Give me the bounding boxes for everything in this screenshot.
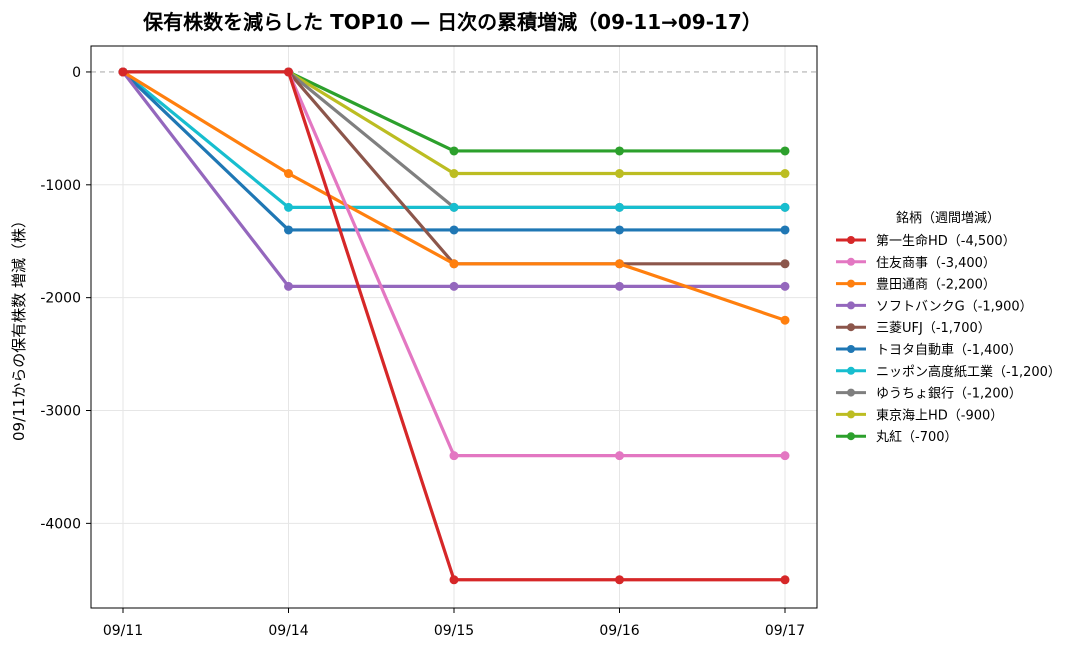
y-tick-label: -1000 — [40, 178, 81, 194]
data-point — [615, 259, 624, 269]
data-point — [780, 315, 790, 325]
data-point — [118, 67, 128, 77]
data-point — [449, 451, 459, 461]
legend: 銘柄（週間増減） 第一生命HD（-4,500） 住友商事（-3,400） 豊田通商（… — [836, 210, 1061, 445]
x-tick-label: 09/15 — [434, 623, 474, 639]
y-tick-label: -4000 — [40, 516, 81, 532]
legend-label: ソフトバンクG（-1,900） — [876, 299, 1033, 314]
legend-item: 住友商事（-3,400） — [836, 255, 996, 271]
legend-marker — [847, 236, 855, 244]
legend-marker — [847, 432, 855, 441]
legend-label: ゆうちょ銀行（-1,200） — [876, 387, 1022, 402]
legend-marker — [847, 345, 855, 353]
data-point — [449, 281, 459, 291]
data-point — [449, 575, 459, 585]
data-point — [615, 225, 624, 235]
series-group — [118, 67, 790, 212]
data-point — [780, 169, 790, 179]
legend-label: 豊田通商（-2,200） — [876, 278, 996, 293]
data-point — [284, 281, 293, 291]
legend-marker — [847, 279, 855, 288]
data-point — [780, 146, 790, 156]
x-tick-label: 09/16 — [599, 623, 639, 639]
data-point — [615, 202, 624, 212]
data-point — [780, 575, 790, 585]
legend-item: ニッポン高度紙工業（-1,200） — [836, 364, 1061, 380]
data-point — [284, 202, 293, 212]
legend-item: 東京海上HD（-900） — [836, 407, 1003, 423]
data-point — [780, 281, 790, 291]
legend-marker — [847, 366, 855, 375]
legend-label: ニッポン高度紙工業（-1,200） — [876, 364, 1061, 380]
y-axis-label: 09/11からの保有株数 増減（株） — [10, 213, 28, 441]
legend-label: トヨタ自動車（-1,400） — [876, 343, 1022, 358]
legend-label: 住友商事（-3,400） — [876, 255, 996, 271]
y-tick-label: -3000 — [40, 404, 81, 420]
data-point — [449, 202, 459, 212]
legend-title: 銘柄（週間増減） — [896, 210, 1000, 226]
data-point — [284, 169, 293, 179]
chart-title: 保有株数を減らした TOP10 — 日次の累積増減（09-11→09-17） — [143, 10, 762, 34]
data-point — [449, 259, 459, 269]
legend-label: 丸紅（-700） — [876, 430, 958, 445]
data-point — [780, 259, 790, 269]
data-point — [449, 146, 459, 156]
data-point — [780, 225, 790, 235]
legend-item: ソフトバンクG（-1,900） — [836, 299, 1033, 314]
legend-item: トヨタ自動車（-1,400） — [836, 343, 1022, 358]
legend-marker — [847, 410, 855, 419]
legend-marker — [847, 257, 855, 266]
legend-marker — [847, 323, 855, 332]
data-point — [780, 451, 790, 461]
legend-item: 丸紅（-700） — [836, 430, 958, 445]
data-point — [615, 146, 624, 156]
data-point — [615, 451, 624, 461]
legend-label: 三菱UFJ（-1,700） — [876, 321, 991, 336]
data-point — [449, 169, 459, 179]
series-group — [118, 67, 790, 585]
series-lines — [118, 67, 790, 585]
x-tick-label: 09/17 — [765, 623, 805, 639]
legend-item: 第一生命HD（-4,500） — [836, 233, 1016, 249]
y-tick-label: -2000 — [40, 291, 81, 307]
legend-label: 第一生命HD（-4,500） — [876, 233, 1016, 249]
legend-item: 豊田通商（-2,200） — [836, 278, 996, 293]
x-tick-label: 09/14 — [268, 623, 308, 639]
data-point — [615, 281, 624, 291]
data-point — [449, 225, 459, 235]
y-tick-label: 0 — [72, 65, 81, 81]
legend-item: ゆうちょ銀行（-1,200） — [836, 387, 1022, 402]
data-point — [284, 225, 293, 235]
axes: 09/11 09/14 09/15 09/16 09/17 0 -1000 -2000 -300… — [40, 65, 805, 639]
legend-marker — [847, 388, 855, 397]
legend-label: 東京海上HD（-900） — [876, 407, 1003, 423]
grid-lines — [91, 46, 817, 608]
data-point — [284, 67, 293, 77]
legend-marker — [847, 301, 855, 310]
series-group — [118, 67, 790, 325]
legend-item: 三菱UFJ（-1,700） — [836, 321, 991, 336]
data-point — [615, 169, 624, 179]
data-point — [615, 575, 624, 585]
data-point — [780, 202, 790, 212]
x-tick-label: 09/11 — [103, 623, 143, 639]
